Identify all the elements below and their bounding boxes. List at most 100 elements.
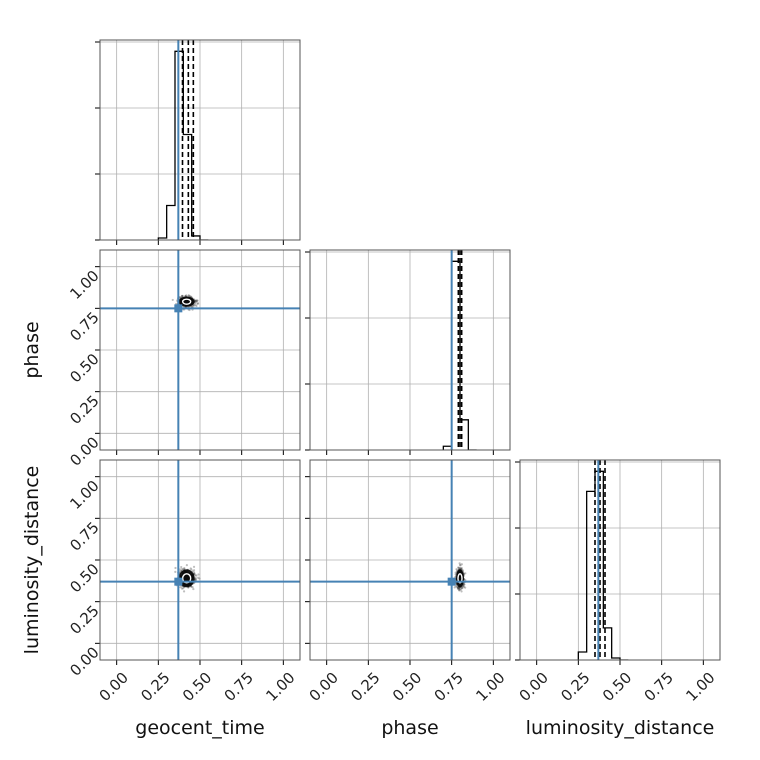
truth-marker [447, 577, 456, 586]
sample-point [194, 579, 197, 582]
truth-marker [174, 577, 183, 586]
sample-point [459, 567, 462, 570]
sample-point [195, 299, 198, 302]
sample-point [459, 564, 462, 567]
sample-point [198, 577, 201, 580]
sample-point [182, 587, 185, 590]
sample-point [191, 586, 194, 589]
sample-point [185, 564, 188, 567]
sample-point [457, 567, 461, 570]
sample-point [179, 296, 182, 299]
sample-point [458, 562, 461, 565]
x-tick-label: 0.50 [389, 669, 425, 705]
sample-point [192, 569, 196, 572]
density-contour-inner [181, 298, 192, 305]
sample-point [460, 563, 463, 566]
sample-point [185, 294, 188, 297]
panel-phase-phase [305, 249, 511, 455]
x-tick-label: 0.75 [431, 669, 467, 705]
sample-point [194, 573, 197, 577]
panel-luminosity-distance-luminosity-distance: 0.00 0.25 0.50 0.75 1.00 [515, 459, 721, 705]
density-contour-inner [181, 573, 192, 584]
sample-point [464, 572, 467, 575]
x-label-luminosity-distance: luminosity_distance [526, 717, 715, 739]
y-label-luminosity-distance: luminosity_distance [21, 466, 43, 655]
sample-point [193, 304, 196, 307]
sample-point [464, 578, 467, 582]
density-contour-inner [457, 573, 463, 584]
sample-point [195, 304, 198, 308]
sample-point [189, 567, 192, 570]
sample-point [187, 294, 190, 297]
panel-luminosity-distance-geocent-time: 0.000.250.500.751.000.00 0.25 0.50 0.75 1.00 [66, 459, 301, 705]
sample-point [459, 567, 462, 570]
density-contour-outer [178, 569, 195, 588]
sample-point [188, 308, 191, 312]
x-tick-label: 0.25 [137, 669, 173, 705]
x-tick-label: 0.75 [221, 669, 257, 705]
sample-point [180, 295, 184, 298]
sample-point [195, 574, 198, 577]
sample-point [456, 587, 460, 590]
sample-point [197, 573, 200, 576]
panel-frame [99, 249, 301, 451]
sample-point [458, 588, 462, 591]
x-tick-label: 0.25 [557, 669, 593, 705]
sample-point [460, 586, 463, 589]
sample-point [195, 300, 198, 303]
panel-frame [519, 459, 721, 661]
y-tick-label: 0.25 [66, 392, 102, 428]
histogram-step [577, 470, 629, 660]
sample-point [455, 569, 459, 572]
sample-point [174, 570, 177, 573]
x-tick-label: 1.00 [262, 669, 298, 705]
y-tick-label: 0.75 [66, 308, 102, 344]
sample-point [461, 569, 465, 572]
sample-point [454, 573, 457, 576]
x-label-geocent-time: geocent_time [135, 717, 264, 739]
sample-point [194, 300, 197, 303]
sample-point [453, 586, 456, 589]
sample-point [182, 590, 186, 593]
sample-point [460, 590, 463, 593]
sample-point [174, 566, 177, 570]
sample-point [180, 565, 183, 569]
sample-point [181, 567, 184, 571]
panel-phase-geocent-time: 0.00 0.25 0.50 0.75 1.00 [66, 249, 301, 470]
x-tick-label: 0.00 [516, 669, 552, 705]
sample-point [193, 571, 196, 574]
sample-point [197, 576, 200, 579]
sample-point [171, 298, 174, 302]
sample-point [181, 294, 184, 298]
x-tick-label: 0.00 [306, 669, 342, 705]
sample-point [460, 586, 463, 590]
sample-point [457, 566, 461, 569]
sample-point [181, 295, 184, 298]
sample-point [195, 299, 198, 302]
sample-point [460, 567, 463, 570]
panel-luminosity-distance-phase: 0.00 0.25 0.50 0.75 1.00 [305, 459, 511, 705]
sample-point [461, 586, 464, 589]
sample-point [194, 301, 197, 304]
sample-point [196, 299, 199, 302]
y-tick-label: 0.25 [66, 602, 102, 638]
sample-point [180, 587, 184, 590]
sample-point [456, 586, 459, 589]
truth-marker [174, 304, 183, 313]
x-label-phase: phase [381, 717, 438, 739]
sample-point [187, 294, 190, 297]
panel-frame [99, 39, 301, 241]
y-tick-label: 0.50 [66, 560, 102, 596]
sample-point [180, 294, 184, 297]
panel-frame [309, 459, 511, 661]
sample-point [179, 586, 182, 589]
sample-point [459, 563, 462, 566]
sample-point [457, 587, 460, 590]
sample-point [464, 586, 467, 589]
density-contour-outer [178, 296, 195, 307]
sample-point [194, 299, 197, 302]
sample-point [457, 589, 461, 592]
sample-point [194, 577, 198, 580]
sample-point [456, 586, 459, 589]
